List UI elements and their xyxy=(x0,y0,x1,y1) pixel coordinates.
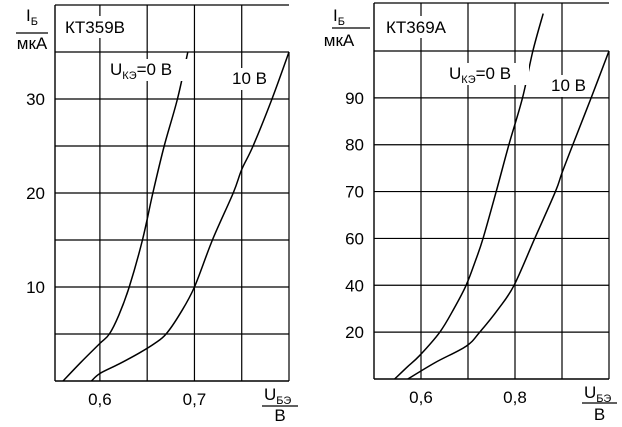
chart2-y-axis-label-part: Б xyxy=(338,16,345,28)
chart1-series-label-2: 10 В xyxy=(232,69,267,88)
chart1-y-axis-label-part: Б xyxy=(31,16,38,28)
chart2-series-label-2-part: 10 В xyxy=(551,76,586,95)
chart1-series-label-1-part: U xyxy=(110,60,122,79)
chart1-x-tick-label-part: 0,6 xyxy=(88,390,112,409)
chart2-title-bg xyxy=(383,16,453,38)
chart2-x-axis-label-part: U xyxy=(584,383,596,402)
chart1-x-axis-unit-part: В xyxy=(274,406,285,425)
chart2-y-tick-label-part: 80 xyxy=(345,136,364,155)
chart1-series-label-bg xyxy=(108,59,190,81)
chart2-y-axis-label-part: I xyxy=(333,6,338,25)
chart2-title: КТ369А xyxy=(386,18,447,37)
chart2-x-tick-label-part: 0,6 xyxy=(409,388,433,407)
chart2-series-line-2 xyxy=(407,50,610,380)
chart2-series-label-bg xyxy=(447,63,529,85)
chart1-x-axis-label: UБЭ xyxy=(264,385,291,407)
chart1-y-tick-label: 20 xyxy=(26,184,45,203)
chart1-series-label-1-part: КЭ xyxy=(122,70,136,82)
chart1-y-tick-label-part: 10 xyxy=(26,278,45,297)
chart2-x-tick-label: 0,8 xyxy=(503,388,527,407)
chart1-x-tick-label: 0,7 xyxy=(183,390,207,409)
chart1-y-axis-unit: мкА xyxy=(17,34,48,53)
chart2-series-label-bg xyxy=(549,75,589,97)
chart2-y-tick-label: 70 xyxy=(345,183,364,202)
chart2-series-label-1: UКЭ=0 В xyxy=(449,64,511,86)
chart1-series-label-bg xyxy=(230,68,270,90)
chart1-y-axis-unit-part: мкА xyxy=(17,34,48,53)
chart2-x-axis-unit: В xyxy=(594,405,605,424)
chart1-y-tick-label: 30 xyxy=(26,90,45,109)
chart2-y-tick-label-part: 40 xyxy=(345,276,364,295)
chart1-title-part: КТ359В xyxy=(65,18,125,37)
chart1-y-axis-label-part: I xyxy=(26,6,31,25)
chart2-y-tick-label-part: 60 xyxy=(345,229,364,248)
chart2-series-label-1-part: U xyxy=(449,64,461,83)
chart2-series-label-1-part: КЭ xyxy=(461,74,475,86)
chart1-series-label-1-part: =0 В xyxy=(137,60,172,79)
chart2-title-part: КТ369А xyxy=(386,18,447,37)
chart2-x-tick-label-part: 0,8 xyxy=(503,388,527,407)
chart2-y-axis-unit: мкА xyxy=(324,31,355,50)
chart2-series-line-1 xyxy=(394,13,544,380)
chart1-y-axis-label: IБ xyxy=(26,6,38,28)
chart1-x-axis-unit: В xyxy=(274,406,285,425)
chart2-series-label-2: 10 В xyxy=(551,76,586,95)
chart2-y-tick-label: 40 xyxy=(345,276,364,295)
chart2-y-axis-label: IБ xyxy=(333,6,345,28)
chart1-series-line-2 xyxy=(90,51,290,382)
chart2-x-axis-unit-part: В xyxy=(594,405,605,424)
chart2-y-tick-label-part: 70 xyxy=(345,183,364,202)
chart1-y-tick-label-part: 20 xyxy=(26,184,45,203)
chart1-y-tick-label-part: 30 xyxy=(26,90,45,109)
chart1-series-label-2-part: 10 В xyxy=(232,69,267,88)
chart2-y-tick-label-part: 90 xyxy=(345,89,364,108)
chart1-x-axis-label-part: U xyxy=(264,385,276,404)
chart1-series-label-1: UКЭ=0 В xyxy=(110,60,172,82)
chart2-x-axis-label: UБЭ xyxy=(584,383,611,405)
chart2-y-tick-label: 60 xyxy=(345,229,364,248)
chart1-series-line-1 xyxy=(62,51,189,382)
chart1-title-bg xyxy=(62,16,132,38)
chart2-y-axis-unit-part: мкА xyxy=(324,31,355,50)
chart1-y-tick-label: 10 xyxy=(26,278,45,297)
chart2-x-tick-label: 0,6 xyxy=(409,388,433,407)
chart2-y-tick-label: 90 xyxy=(345,89,364,108)
chart1-title: КТ359В xyxy=(65,18,125,37)
chart1-x-tick-label-part: 0,7 xyxy=(183,390,207,409)
chart2-y-tick-label: 80 xyxy=(345,136,364,155)
chart2-series-label-1-part: =0 В xyxy=(476,64,511,83)
chart1-x-axis-label-part: БЭ xyxy=(276,395,291,407)
chart2-y-tick-label: 20 xyxy=(345,323,364,342)
chart1-x-tick-label: 0,6 xyxy=(88,390,112,409)
chart2-y-tick-label-part: 20 xyxy=(345,323,364,342)
chart2-x-axis-label-part: БЭ xyxy=(596,393,611,405)
